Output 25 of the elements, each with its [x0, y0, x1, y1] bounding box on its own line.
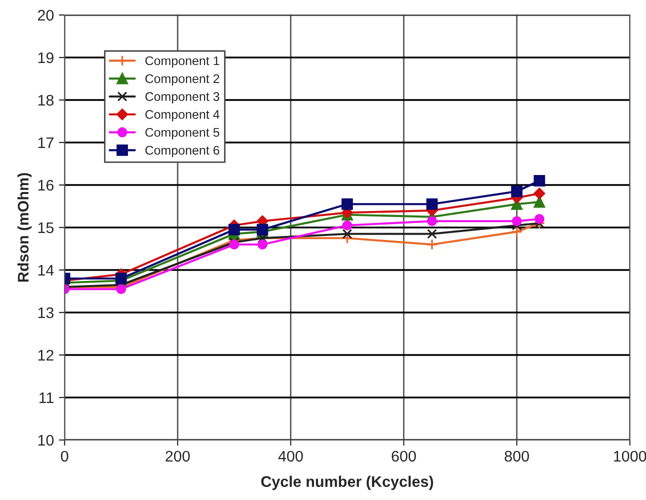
- legend-label: Component 1: [145, 56, 220, 68]
- x-tick-label: 0: [60, 450, 68, 462]
- y-tick-label: 10: [38, 434, 54, 446]
- y-tick-label: 18: [38, 94, 54, 106]
- x-tick-label: 400: [278, 450, 303, 462]
- y-tick-label: 20: [38, 10, 54, 21]
- y-tick-label: 17: [38, 138, 54, 148]
- legend-label: Component 4: [145, 110, 220, 122]
- y-tick-label: 12: [38, 350, 54, 361]
- x-axis-title: Cycle number (Kcycles): [261, 476, 434, 490]
- y-axis-title: Rdson (mOhm): [17, 173, 32, 282]
- y-tick-label: 19: [38, 52, 54, 64]
- legend-label: Component 6: [145, 146, 220, 158]
- x-tick-label: 600: [392, 450, 416, 462]
- x-tick-label: 1000: [614, 450, 646, 462]
- legend-label: Component 3: [145, 92, 220, 104]
- y-tick-label: 14: [38, 265, 54, 276]
- x-tick-label: 200: [166, 450, 190, 462]
- legend-label: Component 5: [145, 128, 220, 140]
- y-tick-label: 13: [38, 307, 54, 318]
- legend-label: Component 2: [145, 74, 220, 86]
- y-tick-label: 15: [38, 222, 54, 234]
- y-tick-label: 11: [39, 392, 54, 404]
- x-tick-label: 800: [504, 450, 529, 462]
- y-tick-label: 16: [38, 180, 54, 191]
